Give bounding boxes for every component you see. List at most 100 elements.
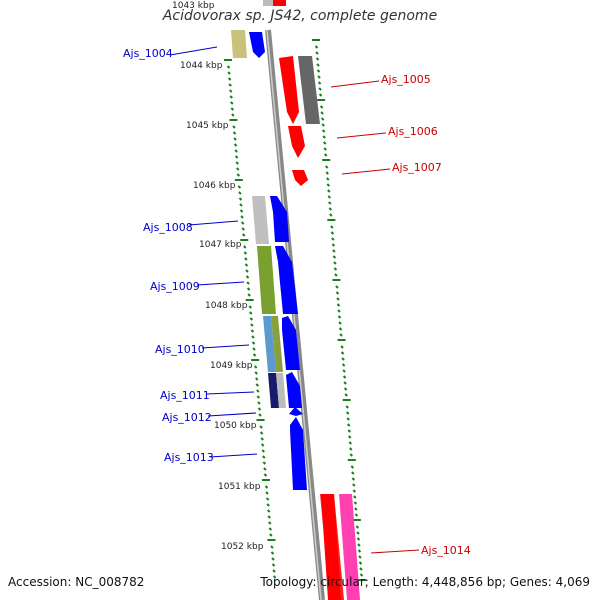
ruler-label: 1044 kbp	[180, 61, 223, 71]
genome-backbone-highlight	[266, 29, 322, 600]
cog-box	[271, 316, 283, 372]
top-clipped-red-feature	[273, 0, 286, 6]
minor-tick	[254, 371, 258, 375]
ruler-label-top-clipped: 1043 kbp	[172, 1, 215, 11]
minor-tick	[234, 149, 238, 153]
minor-tick	[339, 333, 343, 337]
cog-box	[276, 373, 286, 408]
ruler-label: 1048 kbp	[205, 301, 248, 311]
ruler-label: 1049 kbp	[210, 361, 253, 371]
minor-tick	[344, 393, 348, 397]
minor-tick	[342, 369, 346, 373]
minor-tick	[320, 117, 325, 121]
minor-tick	[338, 327, 343, 331]
minor-tick	[334, 273, 338, 277]
gene-label-ajs-1013: Ajs_1013	[164, 451, 214, 464]
minor-tick	[264, 485, 269, 489]
minor-tick	[239, 209, 244, 213]
minor-tick	[332, 255, 337, 259]
minor-tick	[356, 537, 361, 541]
minor-tick	[347, 429, 351, 433]
minor-tick	[268, 521, 272, 525]
minor-tick	[258, 413, 262, 417]
minor-tick	[319, 105, 324, 109]
minor-tick	[357, 543, 361, 547]
minor-tick	[351, 477, 356, 481]
minor-tick	[265, 497, 270, 501]
ruler-ticks-inner	[224, 59, 277, 579]
cog-box	[298, 56, 320, 124]
minor-tick	[242, 233, 246, 237]
minor-tick	[256, 389, 260, 393]
minor-tick	[321, 123, 325, 127]
minor-tick	[326, 183, 330, 187]
minor-tick	[340, 351, 345, 355]
minor-tick	[359, 567, 363, 571]
gene-label-ajs-1011: Ajs_1011	[160, 389, 210, 402]
minor-tick	[266, 503, 270, 507]
leader-line	[169, 46, 218, 56]
minor-tick	[243, 251, 248, 255]
minor-tick	[262, 461, 267, 465]
leader-line	[188, 220, 239, 226]
minor-tick	[359, 573, 364, 577]
leader-line	[336, 132, 387, 139]
minor-tick	[345, 411, 350, 415]
minor-tick	[240, 221, 245, 225]
minor-tick	[271, 557, 275, 561]
minor-tick	[255, 377, 259, 381]
minor-tick	[262, 455, 266, 459]
minor-tick	[245, 269, 249, 273]
leader-line	[207, 412, 257, 417]
minor-tick	[347, 423, 351, 427]
gene-arrow-ajs-1005	[279, 56, 299, 124]
minor-tick	[263, 467, 267, 471]
minor-tick	[332, 249, 336, 253]
minor-tick	[240, 215, 244, 219]
accession-label: Accession: NC_008782	[8, 575, 145, 589]
minor-tick	[357, 549, 362, 553]
ruler-label: 1052 kbp	[221, 542, 264, 552]
minor-tick	[356, 531, 360, 535]
cog-box	[268, 373, 279, 408]
gene-label-ajs-1007: Ajs_1007	[392, 161, 442, 174]
minor-tick	[340, 345, 344, 349]
minor-tick	[235, 161, 239, 165]
gene-arrow-ajs-1008	[270, 196, 289, 242]
minor-tick	[234, 155, 239, 159]
minor-tick	[341, 363, 346, 367]
minor-tick	[246, 287, 251, 291]
minor-tick	[328, 201, 332, 205]
minor-tick	[241, 227, 245, 231]
minor-tick	[349, 447, 353, 451]
minor-tick	[348, 441, 352, 445]
minor-tick	[333, 261, 337, 265]
minor-tick	[325, 165, 329, 169]
minor-tick	[326, 177, 330, 181]
minor-tick	[267, 515, 271, 519]
gene-arrow-ajs-1006	[288, 126, 305, 158]
minor-tick	[317, 81, 322, 85]
gene-label-ajs-1004: Ajs_1004	[123, 47, 173, 60]
minor-tick	[226, 65, 231, 69]
minor-tick	[253, 365, 258, 369]
minor-tick	[354, 513, 359, 517]
minor-tick	[353, 501, 358, 505]
minor-tick	[352, 483, 356, 487]
reverse-genes	[279, 56, 341, 600]
ruler-label: 1046 kbp	[193, 181, 236, 191]
minor-tick	[352, 489, 357, 493]
minor-tick	[270, 545, 274, 549]
leader-line	[341, 168, 391, 175]
minor-tick	[227, 77, 232, 81]
minor-tick	[321, 129, 326, 133]
minor-tick	[342, 375, 347, 379]
minor-tick	[327, 189, 331, 193]
minor-tick	[331, 237, 335, 241]
minor-tick	[335, 291, 340, 295]
minor-tick	[232, 131, 237, 135]
minor-tick	[259, 425, 263, 429]
minor-tick	[238, 191, 242, 195]
cog-boxes	[231, 30, 286, 408]
gene-arrow-ajs-1009	[275, 246, 298, 314]
